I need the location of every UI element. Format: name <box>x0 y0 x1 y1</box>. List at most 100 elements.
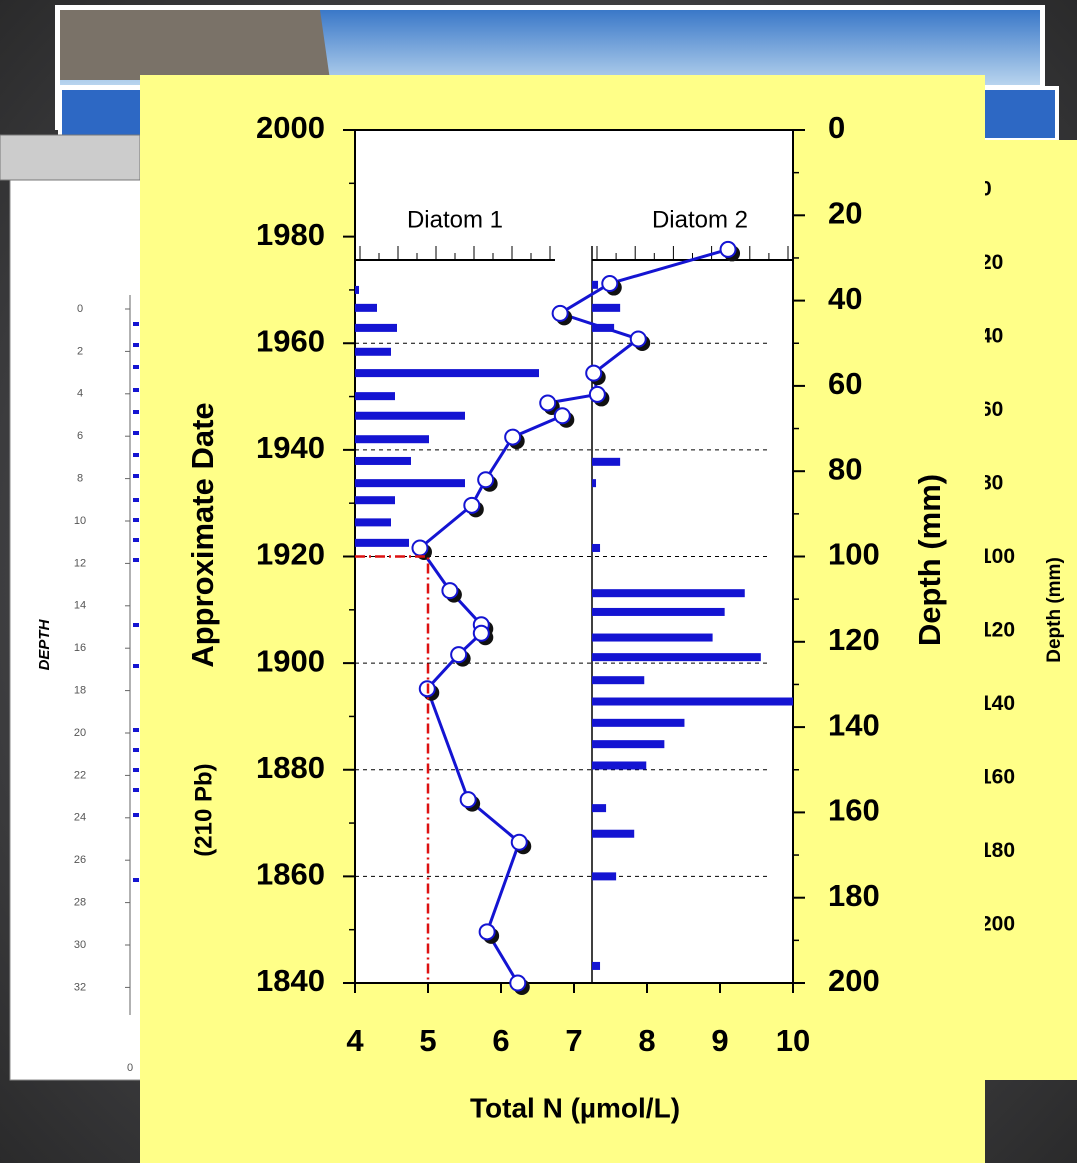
y-tick-label: 1960 <box>256 323 325 358</box>
left-panel-label: 0 <box>127 1062 133 1074</box>
y2-tick-label: 0 <box>828 110 845 145</box>
left-panel-mark <box>133 498 139 502</box>
y2-tick-label: 80 <box>828 451 862 486</box>
y-tick-label: 1980 <box>256 217 325 252</box>
left-panel-tick-label: 6 <box>77 430 83 442</box>
bar <box>592 458 620 466</box>
marker <box>478 472 493 487</box>
bar <box>355 304 377 312</box>
bar <box>592 479 596 487</box>
marker <box>540 395 555 410</box>
marker <box>510 976 525 991</box>
bar <box>592 719 684 727</box>
left-panel-mark <box>133 538 139 542</box>
left-panel-mark <box>133 431 139 435</box>
x-tick-label: 6 <box>492 1023 509 1058</box>
bar <box>355 369 539 377</box>
page: {"background": { "left_panel": {"axis_ti… <box>0 0 1077 1163</box>
marker <box>480 924 495 939</box>
marker <box>602 276 617 291</box>
y-tick-label: 1920 <box>256 537 325 572</box>
y-tick-label: 1880 <box>256 750 325 785</box>
left-panel-mark <box>133 728 139 732</box>
left-panel-mark <box>133 664 139 668</box>
bar <box>355 479 465 487</box>
left-panel-mark <box>133 474 139 478</box>
y-tick-label: 2000 <box>256 110 325 145</box>
marker <box>555 408 570 423</box>
left-panel-tick-label: 14 <box>74 600 86 612</box>
left-panel-mark <box>133 365 139 369</box>
bar <box>592 740 664 748</box>
left-panel-tick-label: 24 <box>74 812 86 824</box>
x-tick-label: 4 <box>346 1023 364 1058</box>
x-tick-label: 5 <box>419 1023 436 1058</box>
bar <box>355 412 465 420</box>
left-panel-title: DEPTH <box>36 618 53 670</box>
left-panel-tick-label: 12 <box>74 557 86 569</box>
y-axis-title-prefix: (210 Pb) <box>190 763 217 856</box>
left-panel-mark <box>133 343 139 347</box>
marker <box>442 583 457 598</box>
left-panel-mark <box>133 322 139 326</box>
left-panel-tick-label: 22 <box>74 769 86 781</box>
right-panel-tick-label: 140 <box>980 692 1015 715</box>
bar <box>592 830 634 838</box>
marker <box>553 306 568 321</box>
bar <box>355 392 395 400</box>
bar <box>592 804 606 812</box>
left-panel-tick-label: 8 <box>77 473 83 485</box>
bar <box>592 589 745 597</box>
bar <box>592 676 644 684</box>
y2-tick-label: 140 <box>828 707 880 742</box>
y-tick-label: 1860 <box>256 857 325 892</box>
left-panel-tick-label: 10 <box>74 515 86 527</box>
bar <box>592 962 600 970</box>
y2-tick-label: 120 <box>828 622 880 657</box>
marker <box>586 366 601 381</box>
y-axis-title: Approximate Date <box>185 402 220 667</box>
right-panel-title: Depth (mm) <box>1044 557 1065 663</box>
y-tick-label: 1840 <box>256 963 325 998</box>
bar <box>355 496 395 504</box>
left-panel-tick-label: 16 <box>74 642 86 654</box>
left-panel-mark <box>133 518 139 522</box>
panel-label: Diatom 1 <box>407 206 503 233</box>
bar <box>355 457 411 465</box>
left-panel-mark <box>133 558 139 562</box>
left-panel-tick-label: 28 <box>74 897 86 909</box>
left-panel-mark <box>133 813 139 817</box>
y2-tick-label: 20 <box>828 195 862 230</box>
right-panel-tick-label: 120 <box>980 619 1015 642</box>
left-panel-mark <box>133 623 139 627</box>
x-axis-title: Total N (µmol/L) <box>470 1092 680 1123</box>
left-panel-mark <box>133 453 139 457</box>
left-panel-tick-label: 4 <box>77 388 83 400</box>
left-panel-mark <box>133 410 139 414</box>
left-panel-tick-label: 32 <box>74 981 86 993</box>
marker <box>451 647 466 662</box>
left-panel-tick-label: 2 <box>77 345 83 357</box>
left-panel-mark <box>133 788 139 792</box>
bar <box>592 761 646 769</box>
left-panel-tick-label: 20 <box>74 727 86 739</box>
y-tick-label: 1900 <box>256 643 325 678</box>
bar <box>355 348 391 356</box>
left-panel-mark <box>133 388 139 392</box>
marker <box>474 626 489 641</box>
bar <box>592 281 598 289</box>
left-panel-header <box>0 135 140 180</box>
bar <box>592 304 620 312</box>
bar <box>355 539 409 547</box>
bar <box>592 634 713 642</box>
panel-label: Diatom 2 <box>652 206 748 233</box>
bar <box>592 653 761 661</box>
y2-tick-label: 200 <box>828 963 880 998</box>
marker <box>721 242 736 257</box>
x-tick-label: 10 <box>776 1023 810 1058</box>
y2-tick-label: 160 <box>828 793 880 828</box>
left-panel-mark <box>133 748 139 752</box>
left-panel-tick-label: 30 <box>74 939 86 951</box>
x-tick-label: 9 <box>711 1023 728 1058</box>
marker <box>505 430 520 445</box>
